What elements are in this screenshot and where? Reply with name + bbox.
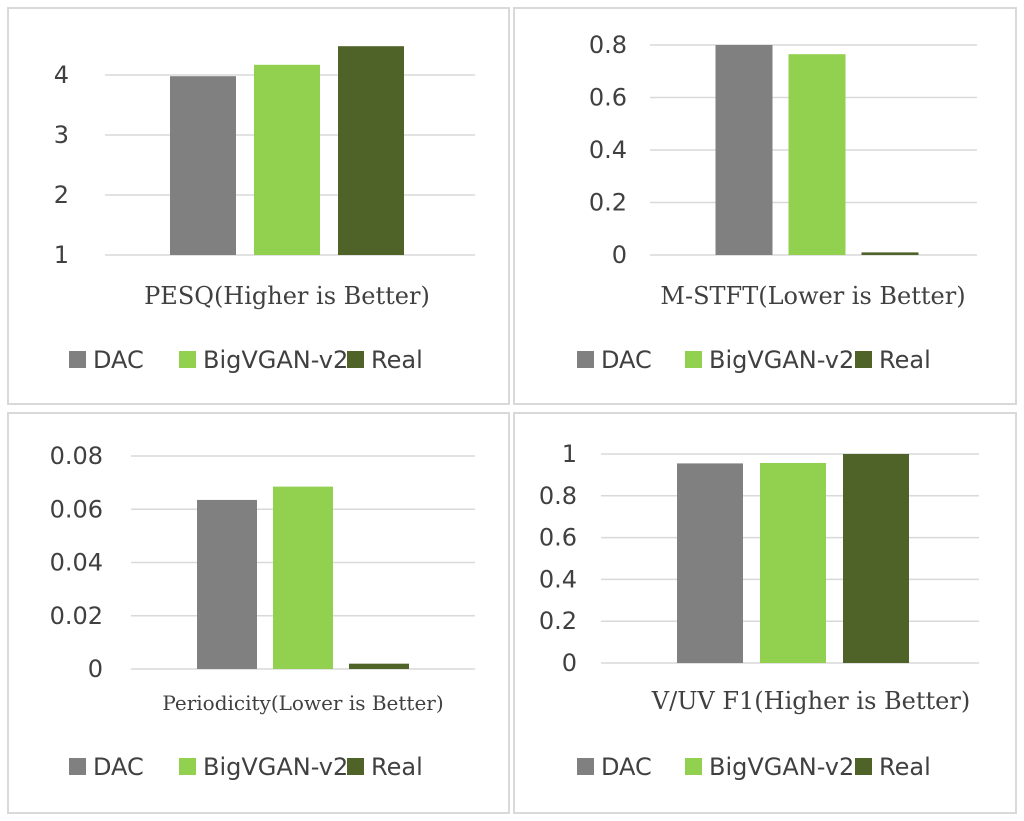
chart-svg: 0 0.02 0.04 0.06 0.08 Periodicity(Lower is Be… xyxy=(50,442,475,781)
chart-title: V/UV F1(Higher is Better) xyxy=(651,687,970,715)
legend-label: BigVGAN-v2 xyxy=(709,753,854,781)
bar-dac xyxy=(197,499,257,669)
bar-bigvgan-v2 xyxy=(760,462,826,663)
chart-panel-1: 1 2 3 4 PESQ(Higher is Better) DAC BigVGAN-v2 R… xyxy=(7,7,510,405)
y-tick-label: 0 xyxy=(88,655,103,683)
chart-panel-2: 0 0.2 0.4 0.6 0.8 M-STFT(Lower is Better) DAC B… xyxy=(513,7,1017,405)
legend-swatch xyxy=(685,758,702,775)
y-tick-label: 0.8 xyxy=(589,31,627,59)
y-tick-label: 0.06 xyxy=(50,495,103,523)
bar-real xyxy=(338,46,404,256)
chart-svg: 1 2 3 4 PESQ(Higher is Better) DAC BigVGAN-v2 R… xyxy=(54,46,475,374)
y-tick-label: 0.8 xyxy=(539,482,577,510)
y-tick-label: 0.08 xyxy=(50,442,103,470)
y-tick-label: 1 xyxy=(562,440,577,468)
y-tick-label: 0.2 xyxy=(539,607,577,635)
y-tick-label: 0.2 xyxy=(589,189,627,217)
legend-label: Real xyxy=(371,753,423,781)
legend-label: Real xyxy=(371,346,423,374)
chart-panel-4: 0 0.2 0.4 0.6 0.8 1 V/UV F1(Higher is Better) D… xyxy=(513,412,1017,814)
y-tick-label: 0.4 xyxy=(539,565,577,593)
chart-svg: 0 0.2 0.4 0.6 0.8 M-STFT(Lower is Better) DAC B… xyxy=(577,31,977,374)
legend-swatch xyxy=(577,351,594,368)
bar-real xyxy=(861,252,919,255)
y-tick-label: 0.02 xyxy=(50,602,103,630)
y-tick-label: 3 xyxy=(54,121,69,149)
y-tick-label: 0 xyxy=(562,649,577,677)
bar-real xyxy=(349,663,409,669)
chart-title: PESQ(Higher is Better) xyxy=(144,282,430,310)
legend-swatch xyxy=(69,758,86,775)
legend-label: Real xyxy=(879,753,931,781)
y-tick-label: 0.6 xyxy=(539,524,577,552)
bar-dac xyxy=(677,463,743,663)
legend-label: DAC xyxy=(93,346,144,374)
bar-bigvgan-v2 xyxy=(788,54,846,255)
bar-bigvgan-v2 xyxy=(254,64,320,255)
y-tick-label: 4 xyxy=(54,61,69,89)
legend-swatch xyxy=(179,758,196,775)
legend-swatch xyxy=(69,351,86,368)
y-tick-label: 0 xyxy=(612,241,627,269)
chart-panel-3: 0 0.02 0.04 0.06 0.08 Periodicity(Lower is Be… xyxy=(7,412,510,814)
legend-swatch xyxy=(855,351,872,368)
legend-label: DAC xyxy=(93,753,144,781)
bar-dac xyxy=(170,76,236,255)
y-tick-label: 0.4 xyxy=(589,136,627,164)
chart-title: M-STFT(Lower is Better) xyxy=(660,282,965,310)
chart-svg: 0 0.2 0.4 0.6 0.8 1 V/UV F1(Higher is Better) D… xyxy=(539,440,979,781)
y-tick-label: 0.6 xyxy=(589,84,627,112)
legend-swatch xyxy=(347,351,364,368)
y-tick-label: 2 xyxy=(54,181,69,209)
legend-swatch xyxy=(577,758,594,775)
y-tick-label: 1 xyxy=(54,241,69,269)
bar-real xyxy=(843,454,909,663)
legend-swatch xyxy=(855,758,872,775)
legend-label: BigVGAN-v2 xyxy=(203,753,348,781)
y-tick-label: 0.04 xyxy=(50,549,103,577)
legend-label: DAC xyxy=(601,753,652,781)
bar-bigvgan-v2 xyxy=(273,486,333,669)
chart-title: Periodicity(Lower is Better) xyxy=(162,691,443,715)
legend-swatch xyxy=(179,351,196,368)
legend-swatch xyxy=(347,758,364,775)
bar-dac xyxy=(715,45,773,255)
legend-label: Real xyxy=(879,346,931,374)
legend-swatch xyxy=(685,351,702,368)
legend-label: BigVGAN-v2 xyxy=(203,346,348,374)
legend-label: BigVGAN-v2 xyxy=(709,346,854,374)
legend-label: DAC xyxy=(601,346,652,374)
